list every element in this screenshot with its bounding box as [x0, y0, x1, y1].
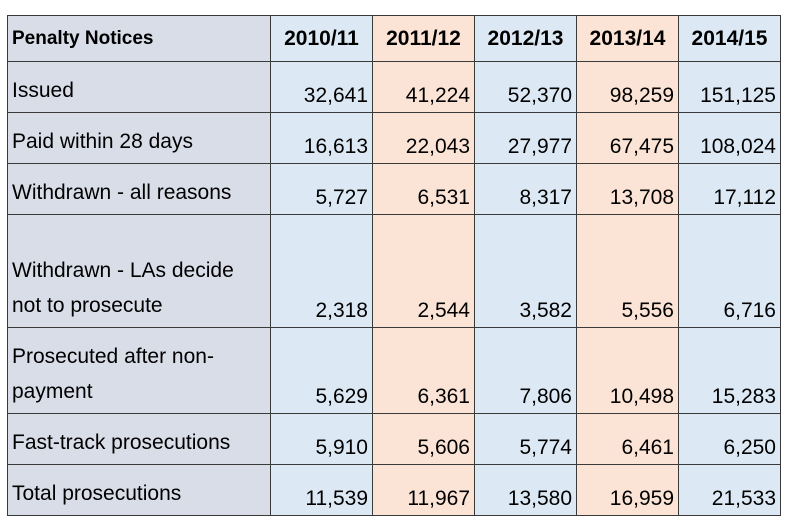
table-cell: 5,556: [576, 214, 679, 328]
table-cell: 13,708: [576, 163, 679, 215]
header-year: 2011/12: [372, 15, 475, 62]
table-cell: 3,582: [474, 214, 577, 328]
table-row: Total prosecutions 11,539 11,967 13,580 …: [7, 464, 781, 516]
table-cell: 5,629: [270, 327, 373, 414]
penalty-notices-table: Penalty Notices 2010/11 2011/12 2012/13 …: [7, 15, 781, 516]
table-cell: 6,361: [372, 327, 475, 414]
table-cell: 7,806: [474, 327, 577, 414]
table-cell: 15,283: [678, 327, 781, 414]
table-cell: 6,461: [576, 413, 679, 465]
table-cell: 16,959: [576, 464, 679, 516]
table-cell: 32,641: [270, 61, 373, 113]
table-row: Paid within 28 days 16,613 22,043 27,977…: [7, 112, 781, 164]
table-cell: 108,024: [678, 112, 781, 164]
table-cell: 8,317: [474, 163, 577, 215]
row-label: Paid within 28 days: [7, 112, 271, 164]
header-year: 2010/11: [270, 15, 373, 62]
header-year: 2014/15: [678, 15, 781, 62]
header-year: 2012/13: [474, 15, 577, 62]
table-cell: 6,716: [678, 214, 781, 328]
table-cell: 151,125: [678, 61, 781, 113]
table-row: Withdrawn - LAs decide not to prosecute …: [7, 214, 781, 328]
table-cell: 2,544: [372, 214, 475, 328]
table-cell: 41,224: [372, 61, 475, 113]
row-label: Withdrawn - all reasons: [7, 163, 271, 215]
table-cell: 16,613: [270, 112, 373, 164]
header-label: Penalty Notices: [7, 15, 271, 62]
table-cell: 11,967: [372, 464, 475, 516]
table-row: Issued 32,641 41,224 52,370 98,259 151,1…: [7, 61, 781, 113]
table-cell: 10,498: [576, 327, 679, 414]
table-cell: 5,606: [372, 413, 475, 465]
header-row: Penalty Notices 2010/11 2011/12 2012/13 …: [7, 15, 781, 62]
table-cell: 11,539: [270, 464, 373, 516]
table-cell: 22,043: [372, 112, 475, 164]
row-label: Total prosecutions: [7, 464, 271, 516]
penalty-notices-table-container: Penalty Notices 2010/11 2011/12 2012/13 …: [7, 15, 781, 516]
table-cell: 98,259: [576, 61, 679, 113]
row-label: Fast-track prosecutions: [7, 413, 271, 465]
table-cell: 5,727: [270, 163, 373, 215]
table-cell: 27,977: [474, 112, 577, 164]
table-cell: 2,318: [270, 214, 373, 328]
table-cell: 6,531: [372, 163, 475, 215]
table-row: Prosecuted after non-payment 5,629 6,361…: [7, 327, 781, 414]
table-row: Fast-track prosecutions 5,910 5,606 5,77…: [7, 413, 781, 465]
table-row: Withdrawn - all reasons 5,727 6,531 8,31…: [7, 163, 781, 215]
table-cell: 5,774: [474, 413, 577, 465]
table-cell: 5,910: [270, 413, 373, 465]
row-label: Withdrawn - LAs decide not to prosecute: [7, 214, 271, 328]
row-label: Prosecuted after non-payment: [7, 327, 271, 414]
table-cell: 17,112: [678, 163, 781, 215]
table-cell: 52,370: [474, 61, 577, 113]
table-cell: 6,250: [678, 413, 781, 465]
table-cell: 13,580: [474, 464, 577, 516]
table-cell: 21,533: [678, 464, 781, 516]
table-cell: 67,475: [576, 112, 679, 164]
header-year: 2013/14: [576, 15, 679, 62]
row-label: Issued: [7, 61, 271, 113]
